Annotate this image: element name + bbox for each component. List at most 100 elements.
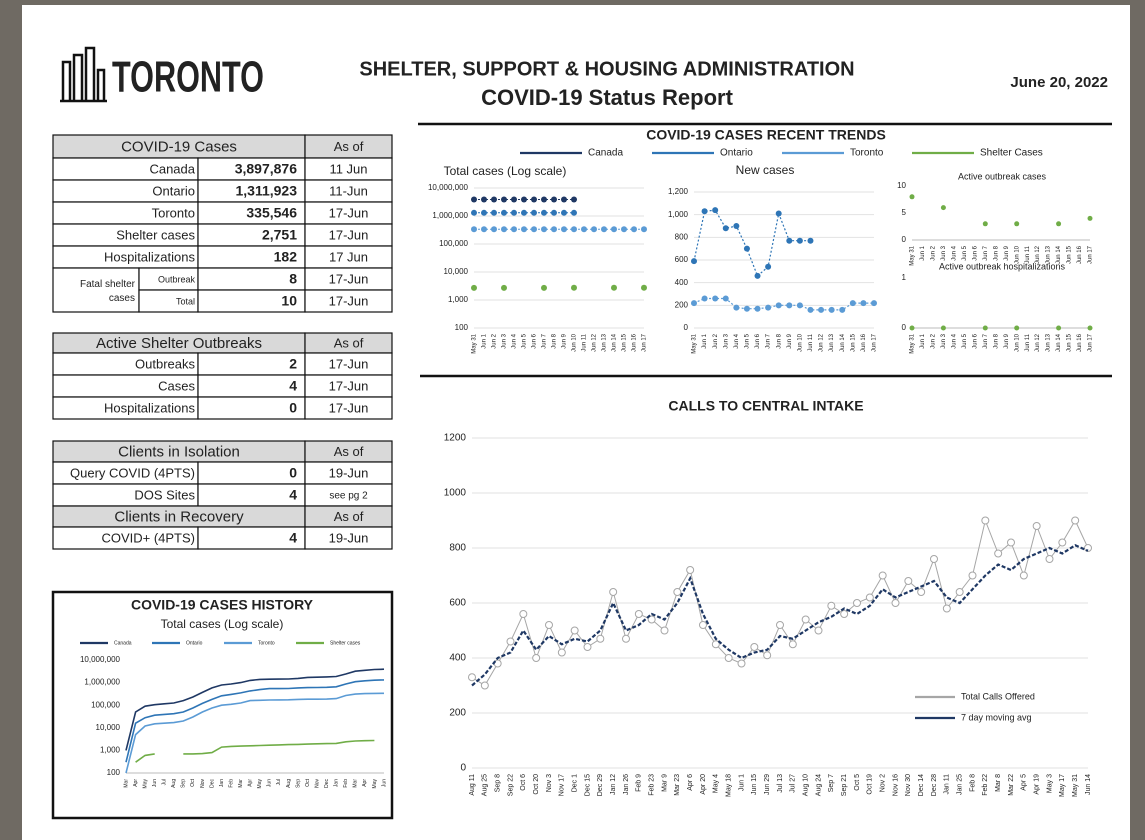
data-point [1008, 539, 1015, 546]
row-value: 8 [289, 271, 297, 287]
data-point [571, 285, 577, 291]
table-title: Active Shelter Outbreaks [96, 335, 262, 352]
y-tick-label: 5 [902, 208, 907, 217]
row-value: 4 [289, 487, 297, 503]
x-tick-label: Dec 29 [597, 774, 604, 796]
x-tick-label: Mar 8 [995, 774, 1002, 792]
x-tick-label: May [142, 779, 148, 789]
y-tick-label: 1,000,000 [84, 678, 120, 687]
table-title: COVID-19 Cases [121, 138, 237, 155]
x-tick-label: May 3 [1046, 774, 1053, 793]
data-point [807, 238, 813, 244]
data-point [700, 622, 707, 629]
row-date: 11 Jun [329, 161, 367, 176]
data-point [491, 226, 497, 232]
x-tick-label: Jun 7 [766, 333, 772, 348]
x-tick-label: Apr [362, 779, 368, 787]
data-point [755, 273, 761, 279]
x-tick-label: May 18 [726, 774, 733, 797]
data-point [866, 594, 873, 601]
data-point [723, 225, 729, 231]
data-point [501, 226, 507, 232]
data-point [839, 307, 845, 313]
x-tick-label: Jun 11 [1025, 333, 1031, 351]
row-value: 2 [289, 356, 297, 372]
data-point [941, 205, 946, 210]
x-tick-label: Jun 2 [931, 333, 937, 348]
data-point [733, 223, 739, 229]
x-tick-label: Jun 15 [1067, 333, 1073, 352]
data-point [541, 226, 547, 232]
data-point [871, 300, 877, 306]
data-point [501, 196, 507, 202]
x-tick-label: Jun 12 [592, 333, 598, 352]
y-tick-label: 1,000,000 [432, 211, 468, 220]
chart-title: COVID-19 CASES RECENT TRENDS [646, 127, 886, 143]
x-tick-label: Nov 16 [892, 774, 899, 796]
x-tick-label: Jun 13 [829, 333, 835, 352]
x-tick-label: Jun 1 [482, 333, 488, 348]
x-tick-label: Jun 10 [797, 333, 803, 352]
data-point [561, 196, 567, 202]
data-point [786, 238, 792, 244]
legend-label: Canada [588, 148, 623, 159]
data-point [712, 207, 718, 213]
data-point [521, 196, 527, 202]
x-tick-label: Jun 8 [993, 333, 999, 348]
y-tick-label: 10,000,000 [80, 655, 121, 664]
y-tick-label: 100,000 [439, 239, 468, 248]
x-tick-label: Jun 17 [642, 333, 648, 352]
x-tick-label: Jul [276, 779, 282, 785]
x-tick-label: Jun 5 [522, 333, 528, 348]
x-tick-label: Jun 17 [1088, 245, 1094, 264]
x-tick-label: Jun 11 [582, 333, 588, 351]
data-point [765, 305, 771, 311]
data-point [471, 226, 477, 232]
y-tick-label: 400 [449, 653, 466, 664]
x-tick-label: Jun 15 [850, 333, 856, 352]
row-value: 3,897,876 [235, 161, 297, 177]
data-point [531, 226, 537, 232]
data-point [674, 589, 681, 596]
legend-label: Ontario [186, 640, 203, 646]
x-tick-label: Jun 14 [612, 333, 618, 352]
data-point [601, 226, 607, 232]
data-point [551, 196, 557, 202]
chart-subtitle: Active outbreak cases [958, 171, 1047, 181]
legend-label: Shelter cases [330, 640, 361, 646]
y-tick-label: 100,000 [91, 700, 120, 709]
y-tick-label: 10,000,000 [428, 183, 469, 192]
x-tick-label: Jun 8 [552, 333, 558, 348]
x-tick-label: Dec 1 [572, 774, 579, 792]
data-point [635, 611, 642, 618]
x-tick-label: Jun 1 [920, 245, 926, 260]
data-point [541, 210, 547, 216]
data-point [797, 238, 803, 244]
y-tick-label: 200 [675, 300, 689, 309]
x-tick-label: Jun 6 [972, 333, 978, 348]
data-point [918, 589, 925, 596]
row-label: Hospitalizations [104, 400, 196, 415]
x-tick-label: Mar 23 [674, 774, 681, 796]
data-point [481, 682, 488, 689]
x-tick-label: Jun 11 [1025, 245, 1031, 263]
x-tick-label: Jun 6 [755, 333, 761, 348]
y-tick-label: 400 [675, 278, 689, 287]
row-label: Cases [158, 378, 195, 393]
data-point [501, 285, 507, 291]
data-point [751, 644, 758, 651]
data-point [1020, 572, 1027, 579]
data-point [561, 210, 567, 216]
data-point [744, 306, 750, 312]
data-point [511, 226, 517, 232]
y-tick-label: 1,000 [100, 746, 121, 755]
x-tick-label: Jun 8 [993, 245, 999, 260]
row-label: Total [176, 296, 195, 306]
x-tick-label: Jun 3 [502, 333, 508, 348]
x-tick-label: Jun 4 [951, 333, 957, 348]
x-tick-label: Feb [228, 779, 234, 788]
row-label: COVID+ (4PTS) [101, 530, 195, 545]
row-date: 17-Jun [329, 400, 369, 415]
x-tick-label: Apr 5 [1021, 774, 1028, 791]
chart-subtitle: New cases [736, 163, 795, 177]
